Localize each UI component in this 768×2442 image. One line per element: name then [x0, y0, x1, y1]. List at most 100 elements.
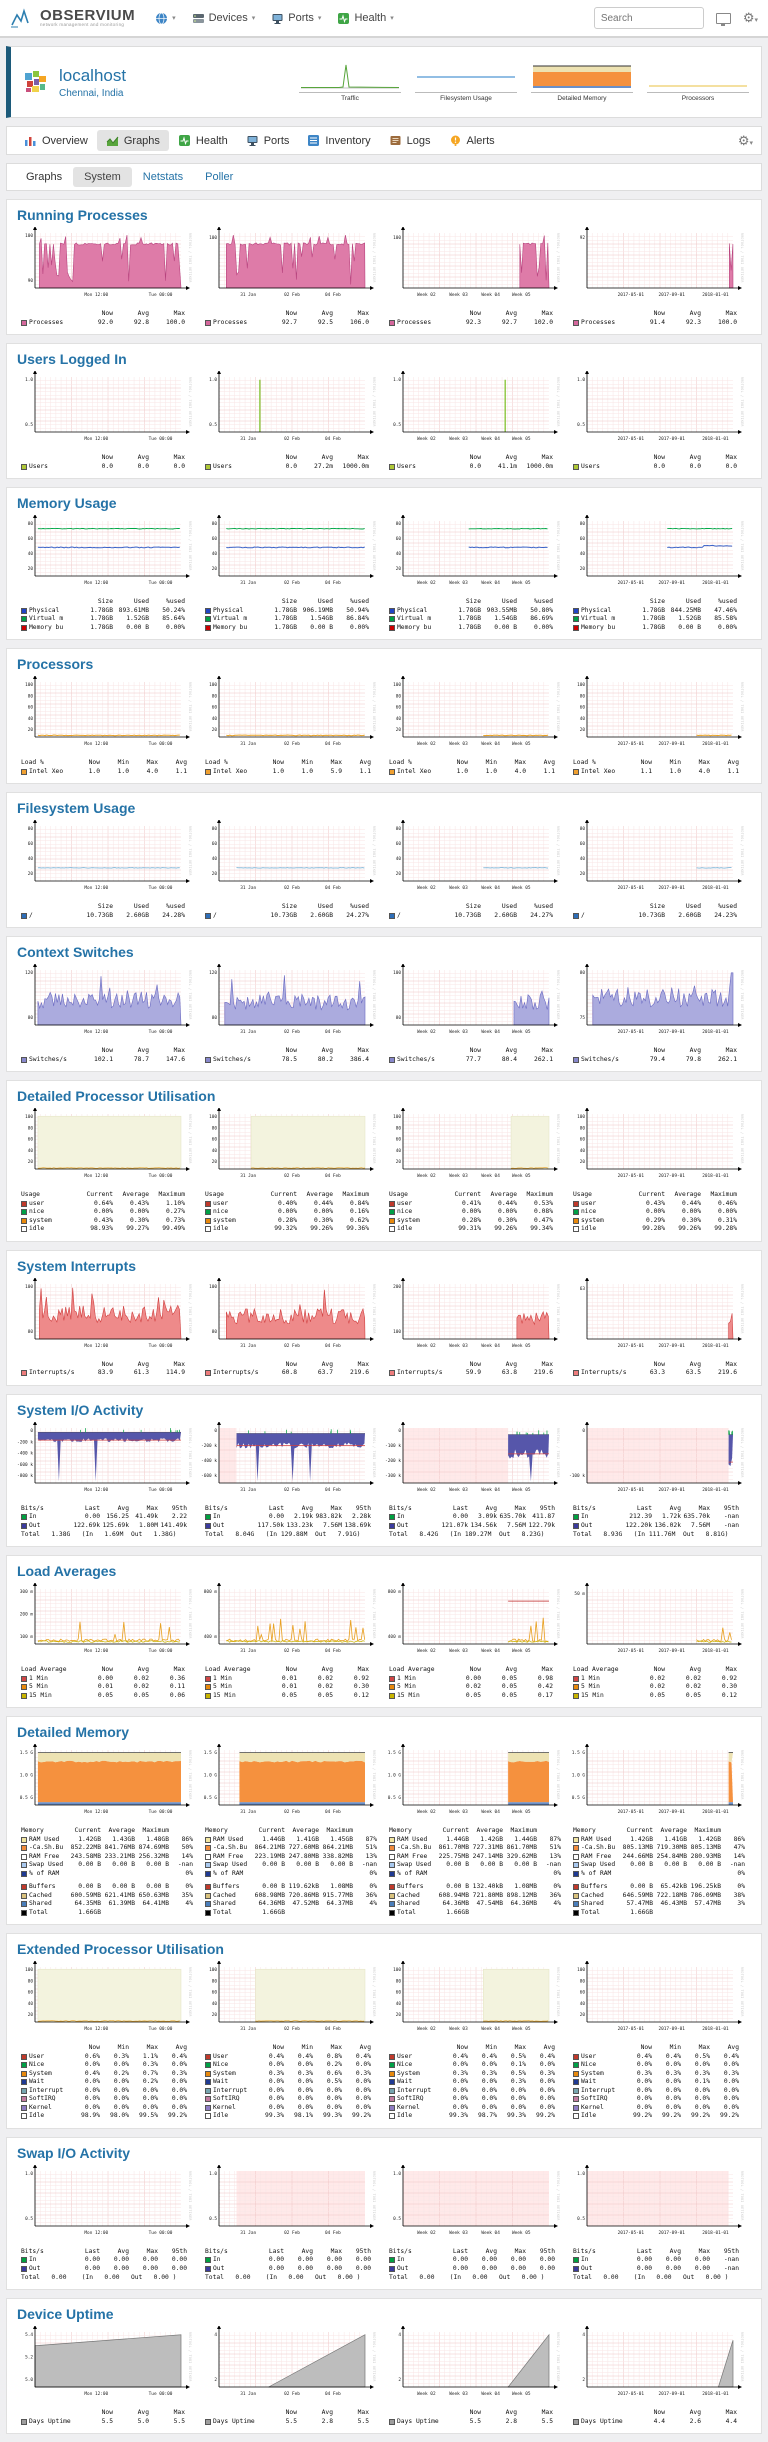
rrd-graph-day[interactable]: 1.5 G 1.0 G 0.5 G Mon 12:00 Tue 00:00 RRDTOOL…: [17, 1743, 193, 1822]
minigraph-link-detmem[interactable]: Detailed Memory: [531, 62, 633, 102]
section-title[interactable]: System I/O Activity: [17, 1401, 144, 1418]
legend-row-system: system 0.28% 0.30% 0.47%: [389, 1217, 567, 1226]
rrd-graph-year[interactable]: 1.0 0.5 2017-05-01 2017-09-01 2018-01-01 RRDT…: [569, 2163, 745, 2243]
tabbar-gear-icon[interactable]: ⚙▾: [737, 132, 753, 148]
rrd-graph-day[interactable]: 100 80 60 40 20 Mon 12:00 Tue 00:00 RRDTOOL / T…: [17, 675, 193, 754]
rrd-graph-month[interactable]: 800 m 400 m Week 02 Week 03 Week 04 Week 05 RR…: [385, 1582, 561, 1661]
gear-icon[interactable]: ⚙▾: [742, 10, 758, 25]
section-title[interactable]: Running Processes: [17, 207, 148, 223]
rrd-graph-year[interactable]: 1.5 G 1.0 G 0.5 G 2017-05-01 2017-09-01 2018-…: [569, 1743, 745, 1822]
rrd-graph-day[interactable]: 120 80 Mon 12:00 Tue 00:00 RRDTOOL / TOBI OE…: [17, 963, 193, 1042]
rrd-graph-year[interactable]: 80 60 40 20 2017-05-01 2017-09-01 2018-01-01 RR…: [569, 514, 745, 593]
section-title[interactable]: Processors: [17, 656, 94, 672]
rrd-graph-year[interactable]: 80 60 40 20 2017-05-01 2017-09-01 2018-01-01 RR…: [569, 819, 745, 898]
legend-swatch: [389, 1217, 395, 1224]
legend-swatch: [573, 1845, 579, 1852]
rrd-graph-year[interactable]: 4 2 2017-05-01 2017-09-01 2018-01-01 RRDTOOL …: [569, 2325, 745, 2404]
rrd-graph-year[interactable]: 80 75 2017-05-01 2017-09-01 2018-01-01 RRDTOO…: [569, 963, 745, 1042]
subtab-system[interactable]: System: [73, 167, 132, 187]
observium-logo[interactable]: OBSERVIUM network management and monitor…: [10, 7, 135, 29]
rrd-graph-week[interactable]: 800 m 400 m 31 Jan 02 Feb 04 Feb RRDTOOL / TO…: [201, 1582, 377, 1661]
rrd-graph-week[interactable]: 0 -200 k -400 k -600 k 31 Jan 02 Feb 04 Feb RRD…: [201, 1420, 377, 1500]
rrd-graph-week[interactable]: 80 60 40 20 31 Jan 02 Feb 04 Feb RRDTOOL / TOBI…: [201, 819, 377, 898]
tab-inventory[interactable]: Inventory: [298, 130, 379, 151]
rrd-graph-day[interactable]: 0 -200 k -400 k -600 k -800 k Mon 12:00 Tue 00…: [17, 1420, 193, 1500]
rrd-graph-week[interactable]: 4 2 31 Jan 02 Feb 04 Feb RRDTOOL / TOBI OETIK…: [201, 2325, 377, 2404]
legend-row-processes: Processes 92.3 92.7 102.0: [389, 319, 567, 328]
rrd-graph-year[interactable]: 100 80 60 40 20 2017-05-01 2017-09-01 2018-01-0…: [569, 675, 745, 754]
rrd-graph-day[interactable]: 80 60 40 20 Mon 12:00 Tue 00:00 RRDTOOL / TOBI…: [17, 514, 193, 593]
rrd-graph-month[interactable]: 0 -100 k -200 k -300 k Week 02 Week 03 Week 04…: [385, 1420, 561, 1500]
rrd-graph-day[interactable]: 1.0 0.5 Mon 12:00 Tue 00:00 RRDTOOL / TOBI O…: [17, 2163, 193, 2243]
tab-overview[interactable]: Overview: [15, 130, 97, 151]
section-title[interactable]: Context Switches: [17, 944, 134, 960]
search-input[interactable]: [593, 7, 704, 29]
device-hostname[interactable]: localhost: [59, 65, 127, 85]
tab-health[interactable]: Health: [169, 130, 237, 151]
rrd-graph-week[interactable]: 80 60 40 20 31 Jan 02 Feb 04 Feb RRDTOOL / TOBI…: [201, 514, 377, 593]
rrd-graph-year[interactable]: 1.0 0.5 2017-05-01 2017-09-01 2018-01-01 RRDT…: [569, 370, 745, 449]
subtab-graphs[interactable]: Graphs: [26, 171, 63, 183]
section-title[interactable]: Swap I/O Activity: [17, 2144, 131, 2161]
svg-text:Week 02: Week 02: [417, 741, 436, 747]
rrd-graph-day[interactable]: 300 m 200 m 100 m Mon 12:00 Tue 00:00 RRDTOOL…: [17, 1582, 193, 1661]
section-title[interactable]: Detailed Memory: [17, 1724, 130, 1740]
minigraph-link-fs[interactable]: Filesystem Usage: [415, 62, 517, 102]
section-title[interactable]: Detailed Processor Utilisation: [17, 1088, 216, 1104]
rrd-graph-week[interactable]: 1.0 0.5 31 Jan 02 Feb 04 Feb RRDTOOL / TOBI O…: [201, 2163, 377, 2243]
rrd-graph-week[interactable]: 120 80 31 Jan 02 Feb 04 Feb RRDTOOL / TOBI OE…: [201, 963, 377, 1042]
rrd-graph-day[interactable]: 100 80 60 40 20 Mon 12:00 Tue 00:00 RRDTOOL / T…: [17, 1107, 193, 1186]
rrd-graph-month[interactable]: 100 80 60 40 20 Week 02 Week 03 Week 04 Week 05 R…: [385, 675, 561, 754]
rrd-graph-day[interactable]: 5.4 5.2 5.0 Mon 12:00 Tue 00:00 RRDTOOL / TOB…: [17, 2325, 193, 2404]
section-title[interactable]: Users Logged In: [17, 351, 127, 367]
rrd-graph-day[interactable]: 100 80 60 40 20 Mon 12:00 Tue 00:00 RRDTOOL / T…: [17, 1960, 193, 2039]
rrd-graph-month[interactable]: 100 80 60 40 20 Week 02 Week 03 Week 04 Week 05 R…: [385, 1107, 561, 1186]
rrd-graph-day[interactable]: 100 90 Mon 12:00 Tue 00:00 RRDTOOL / TOBI OE…: [17, 226, 193, 305]
console-icon[interactable]: [715, 12, 731, 26]
section-title[interactable]: Load Averages: [17, 1563, 117, 1579]
rrd-graph-month[interactable]: 1.5 G 1.0 G 0.5 G Week 02 Week 03 Week 04 Week…: [385, 1743, 561, 1822]
tab-alerts[interactable]: Alerts: [440, 130, 504, 151]
rrd-graph-day[interactable]: 80 60 40 20 Mon 12:00 Tue 00:00 RRDTOOL / TOBI…: [17, 819, 193, 898]
minigraph-link-procs[interactable]: Processors: [647, 62, 749, 102]
tab-logs[interactable]: Logs: [380, 130, 440, 151]
rrd-graph-week[interactable]: 100 31 Jan 02 Feb 04 Feb RRDTOOL / TOBI OETI…: [201, 226, 377, 305]
section-title[interactable]: Extended Processor Utilisation: [17, 1941, 224, 1957]
rrd-graph-year[interactable]: 0 -100 k 2017-05-01 2017-09-01 2018-01-01 RRD…: [569, 1420, 745, 1500]
rrd-graph-month[interactable]: 1.0 0.5 Week 02 Week 03 Week 04 Week 05 RRDTOO…: [385, 2163, 561, 2243]
rrd-graph-year[interactable]: 100 80 60 40 20 2017-05-01 2017-09-01 2018-01-0…: [569, 1960, 745, 2039]
rrd-graph-year[interactable]: 50 m 2017-05-01 2017-09-01 2018-01-01 RRDTOO…: [569, 1582, 745, 1661]
rrd-graph-year[interactable]: 92 2017-05-01 2017-09-01 2018-01-01 RRDTOOL …: [569, 226, 745, 305]
rrd-graph-year[interactable]: 100 80 60 40 20 2017-05-01 2017-09-01 2018-01-0…: [569, 1107, 745, 1186]
subtab-netstats[interactable]: Netstats: [142, 171, 184, 183]
section-title[interactable]: Memory Usage: [17, 495, 117, 511]
subtab-poller[interactable]: Poller: [205, 171, 234, 183]
nav-menu-devices[interactable]: Devices ▾: [192, 12, 255, 25]
rrd-graph-week[interactable]: 1.5 G 1.0 G 0.5 G 31 Jan 02 Feb 04 Feb RRDTOOL…: [201, 1743, 377, 1822]
rrd-graph-month[interactable]: 200 100 Week 02 Week 03 Week 04 Week 05 RRDTOO…: [385, 1276, 561, 1356]
section-title[interactable]: Filesystem Usage: [17, 800, 136, 816]
rrd-graph-day[interactable]: 100 80 Mon 12:00 Tue 00:00 RRDTOOL / TOBI OE…: [17, 1276, 193, 1356]
tab-graphs[interactable]: Graphs: [96, 130, 169, 151]
rrd-graph-week[interactable]: 100 80 60 40 20 31 Jan 02 Feb 04 Feb RRDTOOL / T…: [201, 675, 377, 754]
section-title[interactable]: System Interrupts: [17, 1257, 137, 1274]
nav-menu-ports[interactable]: Ports ▾: [271, 12, 321, 25]
rrd-graph-year[interactable]: 63 2017-05-01 2017-09-01 2018-01-01 RRDTOOL …: [569, 1276, 745, 1356]
rrd-graph-week[interactable]: 100 80 60 40 20 31 Jan 02 Feb 04 Feb RRDTOOL / T…: [201, 1960, 377, 2039]
section-title[interactable]: Device Uptime: [17, 2306, 114, 2322]
minigraph-link-traffic[interactable]: Traffic: [299, 62, 401, 102]
rrd-graph-month[interactable]: 80 60 40 20 Week 02 Week 03 Week 04 Week 05 RRDT…: [385, 514, 561, 593]
rrd-graph-day[interactable]: 1.0 0.5 Mon 12:00 Tue 00:00 RRDTOOL / TOBI O…: [17, 370, 193, 449]
rrd-graph-month[interactable]: 100 Week 02 Week 03 Week 04 Week 05 RRDTOOL /…: [385, 226, 561, 305]
rrd-graph-month[interactable]: 4 2 Week 02 Week 03 Week 04 Week 05 RRDTOOL / …: [385, 2325, 561, 2404]
rrd-graph-week[interactable]: 100 80 31 Jan 02 Feb 04 Feb RRDTOOL / TOBI OE…: [201, 1276, 377, 1356]
rrd-graph-month[interactable]: 80 60 40 20 Week 02 Week 03 Week 04 Week 05 RRDT…: [385, 819, 561, 898]
rrd-graph-month[interactable]: 100 80 Week 02 Week 03 Week 04 Week 05 RRDTOOL…: [385, 963, 561, 1042]
nav-menu-health[interactable]: Health ▾: [337, 12, 394, 25]
rrd-graph-month[interactable]: 1.0 0.5 Week 02 Week 03 Week 04 Week 05 RRDTOO…: [385, 370, 561, 449]
rrd-graph-week[interactable]: 1.0 0.5 31 Jan 02 Feb 04 Feb RRDTOOL / TOBI O…: [201, 370, 377, 449]
nav-menu-globe[interactable]: ▾: [155, 12, 176, 25]
rrd-graph-week[interactable]: 100 80 60 40 20 31 Jan 02 Feb 04 Feb RRDTOOL / T…: [201, 1107, 377, 1186]
tab-ports[interactable]: Ports: [237, 130, 299, 151]
rrd-graph-month[interactable]: 100 80 60 40 20 Week 02 Week 03 Week 04 Week 05 R…: [385, 1960, 561, 2039]
